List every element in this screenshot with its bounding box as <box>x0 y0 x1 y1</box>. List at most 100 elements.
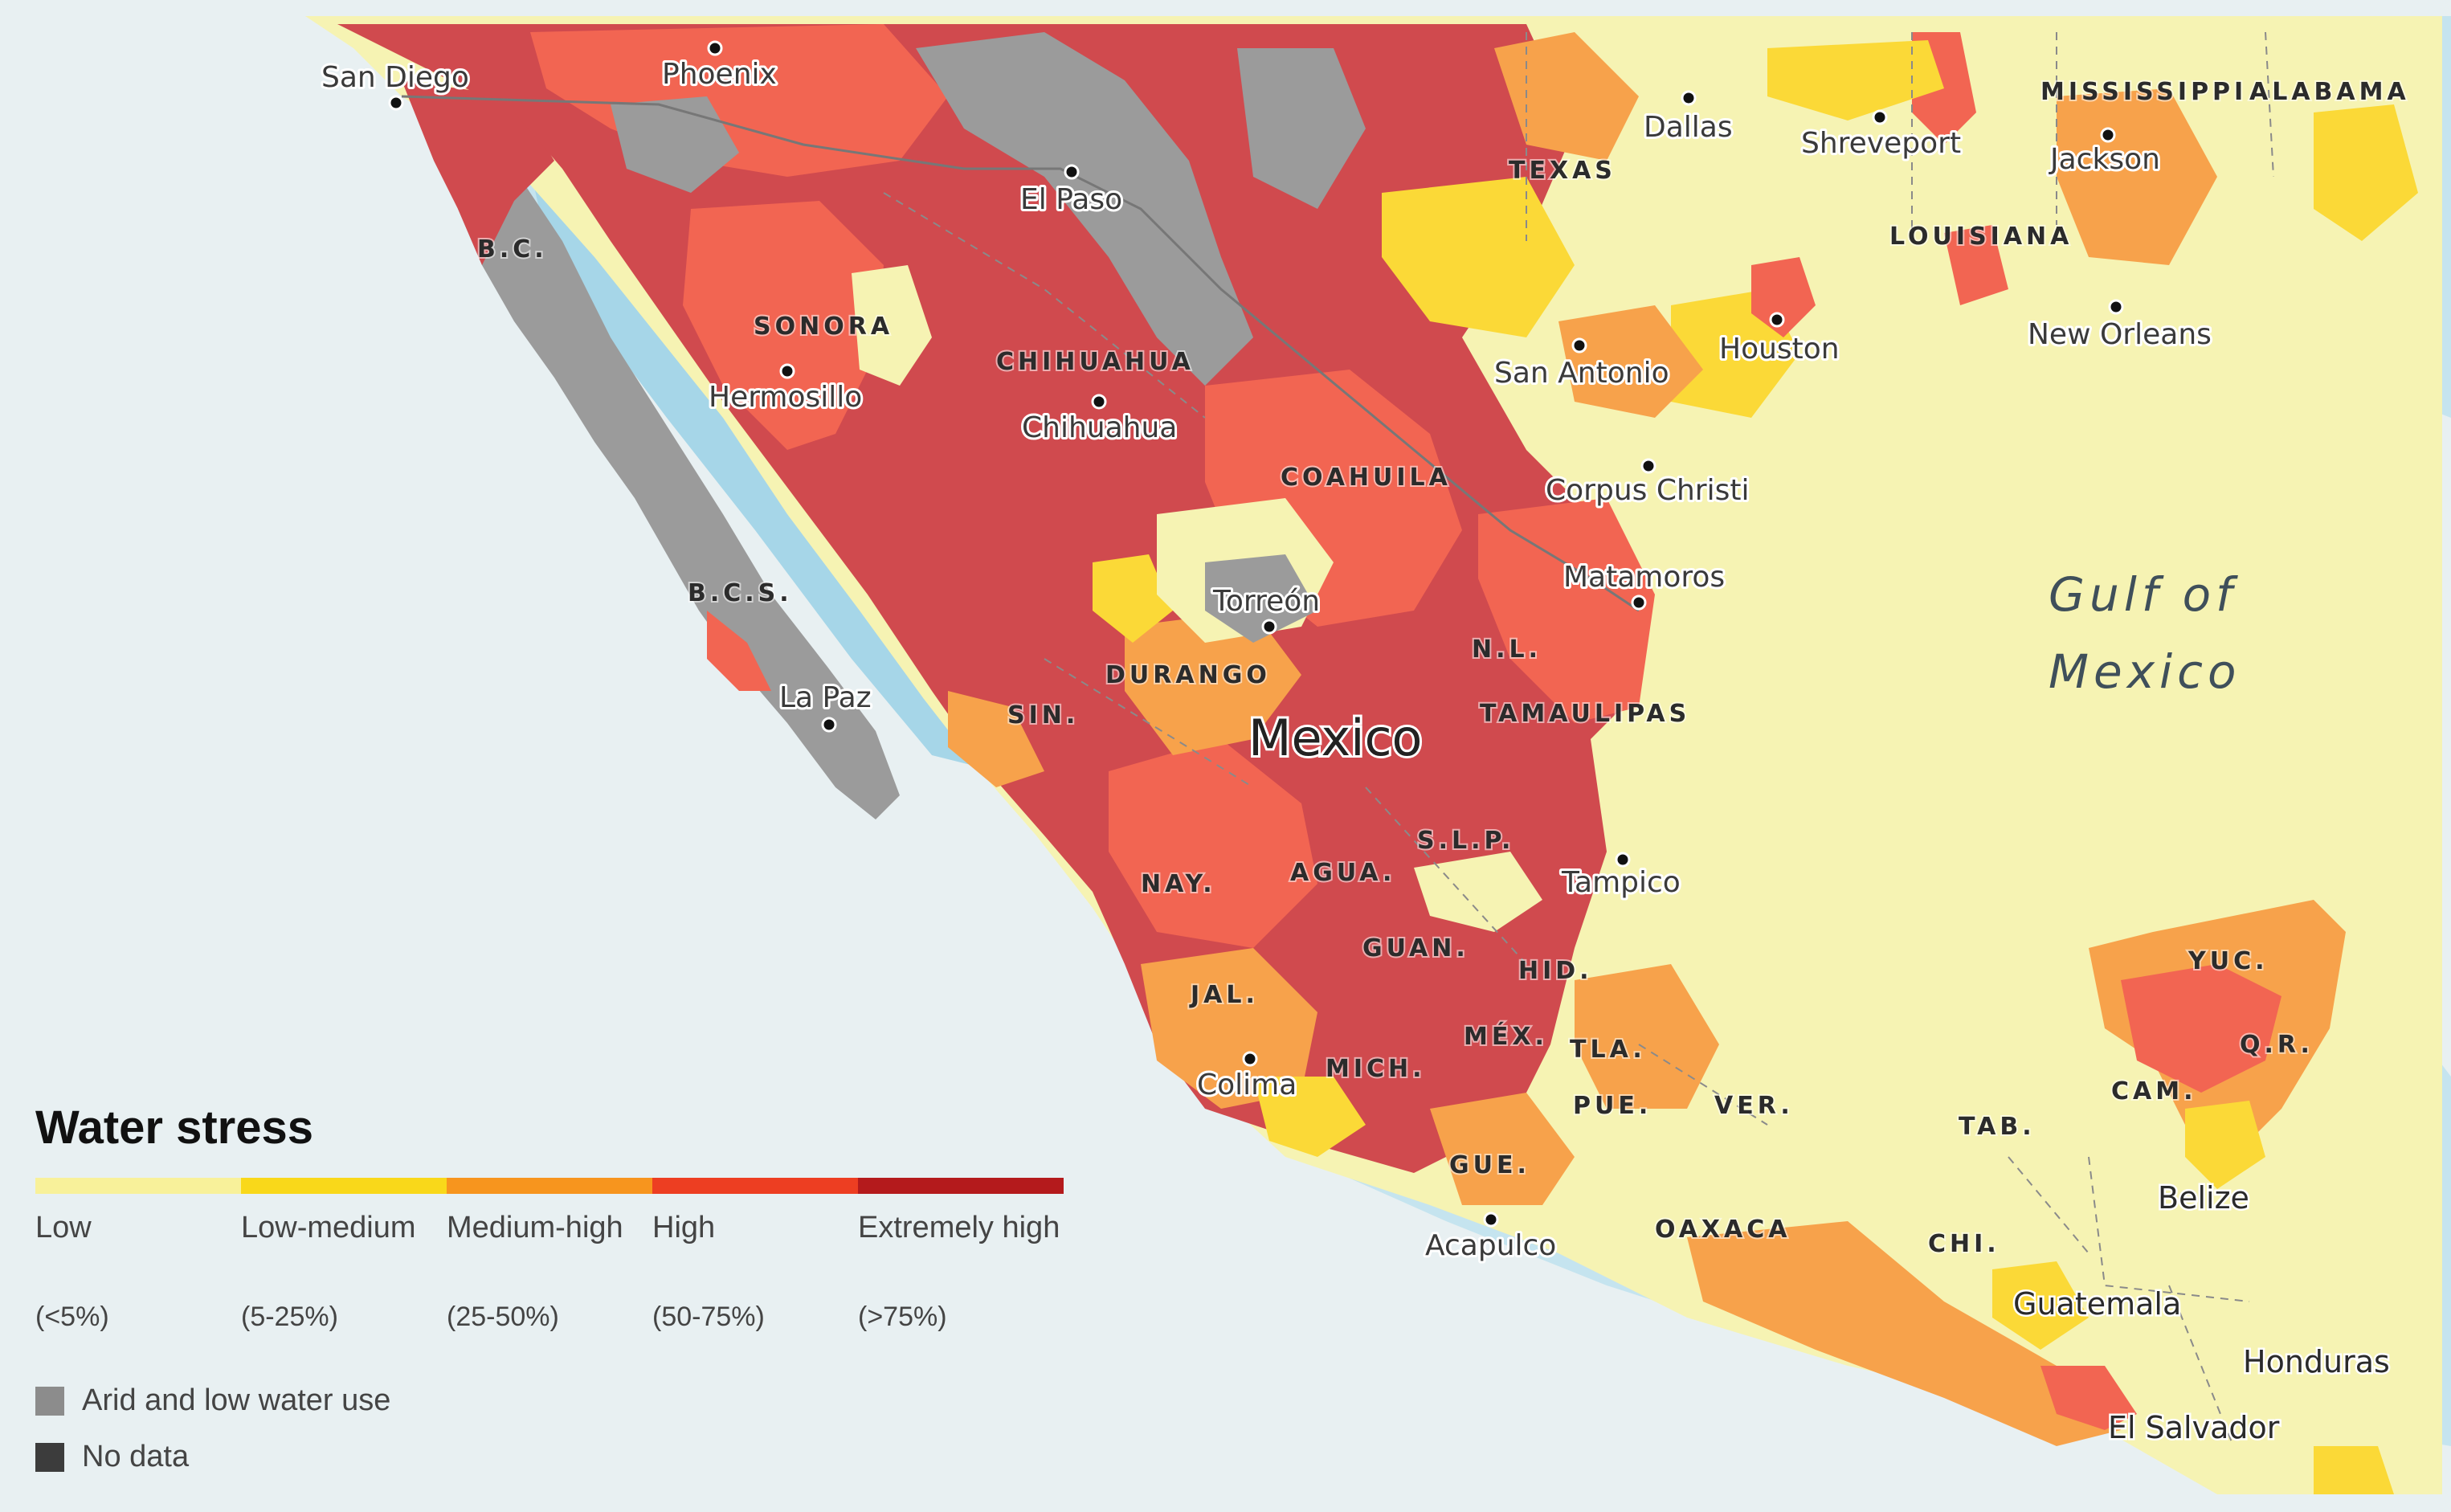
ramp-high <box>652 1178 858 1194</box>
sea-label-line2: Mexico <box>2049 644 2241 699</box>
city-label: Dallas <box>1644 111 1733 144</box>
houston-red <box>1751 257 1816 337</box>
texas-yellow <box>1382 177 1575 337</box>
orange-durango <box>1125 611 1301 755</box>
state-label: MICH. <box>1326 1055 1426 1083</box>
arid-chihuahua <box>916 32 1253 386</box>
city-label: San Antonio <box>1494 357 1669 390</box>
state-label: NAY. <box>1141 870 1216 898</box>
legend-range-medium-high: (25-50%) <box>447 1302 559 1332</box>
state-label: B.C. <box>477 235 548 264</box>
state-label: HID. <box>1518 957 1593 985</box>
country-label: El Salvador <box>2108 1410 2280 1445</box>
ramp-medium-high <box>447 1178 652 1194</box>
state-label: Q.R. <box>2240 1031 2314 1059</box>
state-label: OAXACA <box>1655 1216 1791 1244</box>
state-label: VER. <box>1714 1092 1794 1120</box>
arid-az <box>611 96 739 193</box>
low-medium-jal <box>1253 1077 1366 1157</box>
orange-oaxaca-coast <box>1687 1221 2121 1446</box>
state-label: SONORA <box>754 313 893 341</box>
state-label: GUE. <box>1449 1151 1530 1179</box>
legend-class-extremely-high: Extremely high <box>858 1211 1060 1244</box>
arid-nm <box>1237 48 1366 209</box>
yucatan-yellow <box>2185 1101 2265 1189</box>
louisiana-red-2 <box>1944 225 2008 305</box>
state-label: JAL. <box>1189 981 1259 1009</box>
city-label: San Diego <box>321 61 469 94</box>
country-label: Belize <box>2158 1180 2249 1216</box>
state-label: SIN. <box>1007 701 1079 729</box>
country-label-mexico: Mexico <box>1248 709 1423 767</box>
state-label: TAB. <box>1959 1113 2036 1141</box>
city-label: El Paso <box>1020 183 1122 216</box>
texas-orange <box>1494 32 1639 161</box>
legend-no-data: No data <box>35 1440 189 1474</box>
state-label: CAM. <box>2111 1077 2196 1105</box>
state-label: ALABAMA <box>2249 78 2410 106</box>
city-label: New Orleans <box>2028 318 2212 351</box>
el-salvador-yellow <box>2314 1446 2394 1494</box>
legend-range-low: (<5%) <box>35 1302 109 1332</box>
legend-arid-label: Arid and low water use <box>82 1383 391 1417</box>
state-label: N.L. <box>1472 635 1542 664</box>
city-label: Corpus Christi <box>1546 474 1749 507</box>
sea-label-line1: Gulf of <box>2049 567 2238 622</box>
legend-class-low: Low <box>35 1211 92 1244</box>
alabama-yellow <box>2314 104 2418 241</box>
red-chiapas <box>2040 1366 2137 1430</box>
baja-peninsula <box>450 137 900 819</box>
baja-north <box>402 80 554 265</box>
state-label: MISSISSIPPI <box>2040 78 2247 106</box>
city-label: Acapulco <box>1425 1229 1556 1262</box>
state-label: TEXAS <box>1509 157 1616 185</box>
legend-range-low-medium: (5-25%) <box>241 1302 338 1332</box>
legend-class-medium-high: Medium-high <box>447 1211 623 1244</box>
country-label: Honduras <box>2243 1344 2390 1379</box>
swatch-no-data <box>35 1442 64 1472</box>
state-label: PUE. <box>1573 1092 1652 1120</box>
color-ramp <box>35 1178 1064 1194</box>
state-label: CHIHUAHUA <box>996 348 1195 376</box>
state-label: CHI. <box>1928 1230 2000 1258</box>
city-label: Tampico <box>1561 866 1681 899</box>
arid-coahuila <box>1205 554 1317 643</box>
high-patch-tamps <box>1478 498 1655 723</box>
ramp-low <box>35 1178 241 1194</box>
legend-range-extremely-high: (>75%) <box>858 1302 947 1332</box>
state-label: B.C.S. <box>688 579 793 607</box>
state-label: DURANGO <box>1105 661 1271 689</box>
baja-south-red <box>707 611 771 691</box>
state-label: LOUISIANA <box>1889 223 2073 251</box>
legend-no-data-label: No data <box>82 1440 190 1473</box>
low-patch-slp <box>1414 852 1542 932</box>
ramp-extremely-high <box>858 1178 1064 1194</box>
city-label: Jackson <box>2049 143 2160 176</box>
ms-yellow <box>1767 40 1944 121</box>
city-label: Matamoros <box>1563 561 1725 594</box>
map-legend: Water stress Low Low-medium Medium-high … <box>35 1101 1080 1486</box>
louisiana-orange <box>2057 88 2217 265</box>
city-label: Colima <box>1197 1069 1297 1101</box>
high-patch-nw <box>530 24 948 177</box>
city-label: Shreveport <box>1801 127 1961 160</box>
ramp-low-medium <box>241 1178 447 1194</box>
state-label: MÉX. <box>1464 1022 1548 1051</box>
legend-title: Water stress <box>35 1101 314 1154</box>
city-label: Phoenix <box>662 58 777 91</box>
state-label: AGUA. <box>1290 859 1395 887</box>
city-label: Torreón <box>1212 585 1320 618</box>
city-label: Chihuahua <box>1022 411 1177 444</box>
low-medium-durango <box>1093 554 1173 643</box>
state-label: TLA. <box>1570 1036 1646 1064</box>
state-borders <box>883 31 2274 1447</box>
state-label: TAMAULIPAS <box>1480 700 1690 728</box>
orange-jal <box>1141 948 1317 1109</box>
legend-range-high: (50-75%) <box>652 1302 765 1332</box>
orange-pue <box>1575 964 1719 1109</box>
guatemala-yellow <box>1992 1261 2089 1350</box>
texas-orange-2 <box>1558 305 1703 418</box>
city-label: Houston <box>1719 333 1840 366</box>
state-label: COAHUILA <box>1281 464 1452 492</box>
